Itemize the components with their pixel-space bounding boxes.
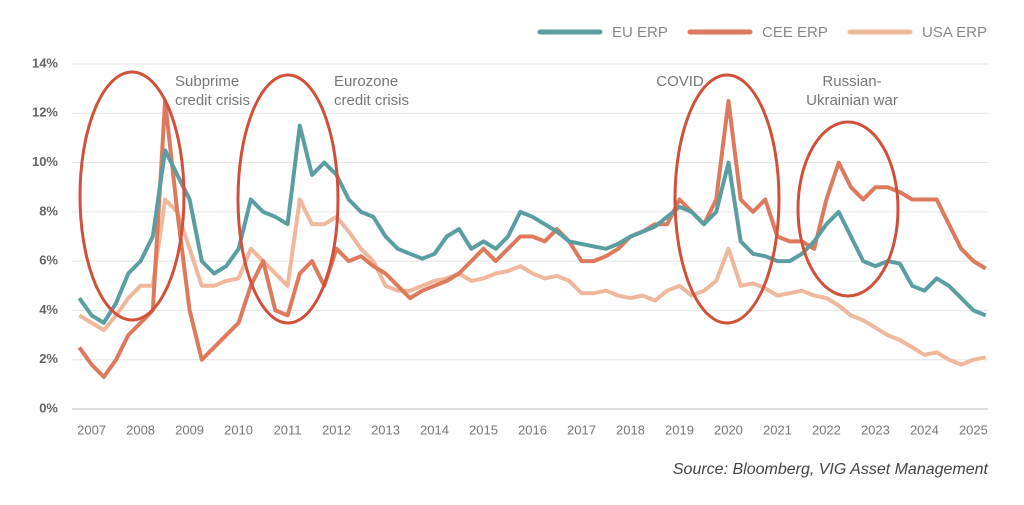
series-line [77,99,987,379]
source-note: Source: Bloomberg, VIG Asset Management [673,461,989,478]
x-tick-label: 2018 [616,422,645,437]
y-tick-label: 10% [32,154,58,169]
y-tick-label: 2% [39,351,58,366]
x-tick-label: 2021 [763,422,792,437]
annotation: credit crisis [334,92,409,109]
annotation: Eurozone [334,73,398,90]
annotation: Subprime [175,73,239,90]
highlight-ellipse [78,70,186,322]
x-tick-label: 2007 [77,422,106,437]
x-tick-label: 2020 [714,422,743,437]
y-tick-label: 8% [39,203,58,218]
x-tick-label: 2017 [567,422,596,437]
annotation: credit crisis [175,92,250,109]
annotation: COVID [656,73,704,90]
x-tick-label: 2010 [224,422,253,437]
x-tick-label: 2013 [371,422,400,437]
y-tick-label: 0% [39,400,58,415]
y-tick-label: 14% [32,55,58,70]
x-tick-label: 2022 [812,422,841,437]
x-tick-label: 2012 [322,422,351,437]
x-tick-label: 2011 [274,422,302,437]
highlight-ellipse [673,73,781,325]
highlight-ellipse [796,120,900,298]
legend-label: CEE ERP [762,24,828,41]
annotation: Russian- [822,73,881,90]
y-tick-label: 4% [39,302,58,317]
highlight-ellipse [236,73,340,325]
highlight-ellipses [78,70,900,325]
y-tick-label: 6% [39,253,58,268]
x-tick-label: 2014 [420,422,449,437]
x-tick-label: 2025 [959,422,988,437]
series-line [77,123,987,325]
legend-label: EU ERP [612,24,668,41]
x-tick-label: 2015 [469,422,498,437]
x-tick-label: 2019 [665,422,694,437]
y-tick-label: 12% [32,105,58,120]
x-tick-label: 2008 [126,422,155,437]
series-line [78,197,987,367]
x-tick-label: 2009 [175,422,204,437]
x-tick-label: 2024 [910,422,939,437]
annotation: Ukrainian war [806,92,898,109]
x-tick-label: 2023 [861,422,890,437]
x-tick-label: 2016 [518,422,547,437]
legend-label: USA ERP [922,24,987,41]
